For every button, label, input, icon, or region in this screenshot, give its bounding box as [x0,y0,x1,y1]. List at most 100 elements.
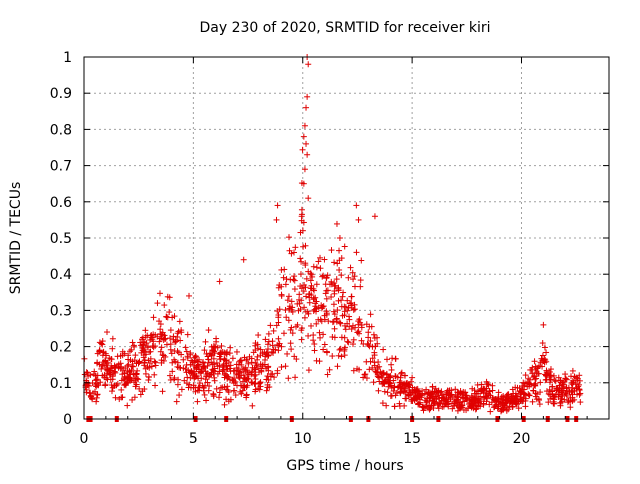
data-point [102,358,109,365]
data-point [384,389,391,396]
y-tick-label: 0.2 [50,340,72,356]
data-point-peak [303,140,310,147]
data-point [334,307,341,314]
data-point [252,376,259,383]
data-point [262,336,269,343]
data-point [271,374,278,381]
data-point [158,344,165,351]
data-point [313,298,320,305]
data-point [269,338,276,345]
data-point [263,376,270,383]
data-point [292,374,299,381]
data-point [297,306,304,313]
data-point [331,311,338,318]
data-point [331,325,338,332]
data-point [222,357,229,364]
data-point [171,313,178,320]
data-point [163,341,170,348]
data-point [188,357,195,364]
data-point [152,382,159,389]
data-point [391,403,398,410]
data-point-peak [304,93,311,100]
data-point [498,408,505,415]
data-point [261,356,268,363]
data-point [344,338,351,345]
data-point-peak [304,151,311,158]
data-point [191,359,198,366]
data-point [319,303,326,310]
data-point [411,395,418,402]
data-point [551,377,558,384]
x-tick-label: 0 [80,431,89,447]
data-point [169,368,176,375]
data-point [407,392,414,399]
y-tick-label: 0.9 [50,86,72,102]
data-point [317,254,324,261]
data-point [434,389,441,396]
data-point [270,327,277,334]
data-point [346,323,353,330]
data-point [318,318,325,325]
data-point [267,373,274,380]
data-point [178,351,185,358]
data-point [408,378,415,385]
data-point [398,380,405,387]
data-point [280,274,287,281]
data-point [128,367,135,374]
data-point [167,327,174,334]
data-point [129,363,136,370]
data-point [368,323,375,330]
data-point [216,394,223,401]
data-point [131,394,138,401]
data-point [383,376,390,383]
data-point [286,306,293,313]
data-point [577,390,584,397]
data-point [140,342,147,349]
data-point [218,342,225,349]
data-point [158,359,165,366]
data-point [124,402,131,409]
data-point [226,365,233,372]
data-point [346,313,353,320]
data-point [376,363,383,370]
data-point [201,364,208,371]
data-point [237,357,244,364]
data-point [170,333,177,340]
data-point [288,250,295,257]
data-point [540,358,547,365]
data-point [211,348,218,355]
data-point [203,350,210,357]
data-point [242,364,249,371]
data-point [394,384,401,391]
data-point [338,297,345,304]
data-point [235,368,242,375]
data-point [477,403,484,410]
y-tick-label: 0.6 [50,195,72,211]
data-point [208,352,215,359]
data-point [319,273,326,280]
data-point [124,373,131,380]
data-point [254,356,261,363]
data-point [151,371,158,378]
data-point [302,242,309,249]
data-point [154,300,161,307]
data-point [106,371,113,378]
y-tick-label: 0.4 [50,267,72,283]
data-point [130,342,137,349]
data-point [421,390,428,397]
data-point [365,334,372,341]
data-point [263,387,270,394]
data-point [225,398,232,405]
data-point [202,368,209,375]
data-point [495,395,502,402]
data-point [205,327,212,334]
data-point [190,371,197,378]
data-point [104,329,111,336]
data-point [213,359,220,366]
data-point [126,348,133,355]
y-tick-label: 0.5 [50,231,72,247]
data-point [96,361,103,368]
data-point [401,388,408,395]
data-point [371,349,378,356]
data-point [461,398,468,405]
